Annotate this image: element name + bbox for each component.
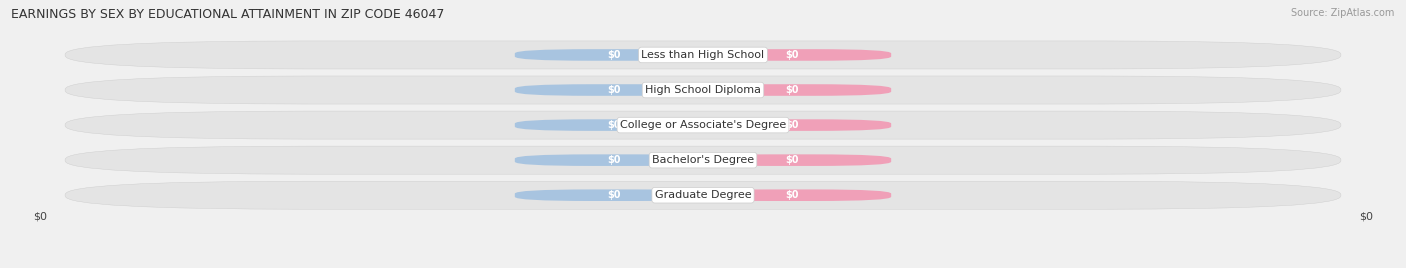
Text: $0: $0 (607, 155, 620, 165)
Text: $0: $0 (786, 190, 799, 200)
Text: $0: $0 (607, 120, 620, 130)
FancyBboxPatch shape (65, 181, 1341, 209)
Text: Graduate Degree: Graduate Degree (655, 190, 751, 200)
FancyBboxPatch shape (65, 76, 1341, 104)
Text: $0: $0 (607, 190, 620, 200)
FancyBboxPatch shape (693, 189, 891, 201)
Text: $0: $0 (786, 120, 799, 130)
FancyBboxPatch shape (65, 111, 1341, 139)
Text: Source: ZipAtlas.com: Source: ZipAtlas.com (1291, 8, 1395, 18)
Text: $0: $0 (786, 50, 799, 60)
FancyBboxPatch shape (693, 84, 891, 96)
FancyBboxPatch shape (515, 119, 713, 131)
Text: College or Associate's Degree: College or Associate's Degree (620, 120, 786, 130)
Text: $0: $0 (607, 50, 620, 60)
FancyBboxPatch shape (515, 49, 713, 61)
Text: EARNINGS BY SEX BY EDUCATIONAL ATTAINMENT IN ZIP CODE 46047: EARNINGS BY SEX BY EDUCATIONAL ATTAINMEN… (11, 8, 444, 21)
FancyBboxPatch shape (693, 49, 891, 61)
FancyBboxPatch shape (65, 41, 1341, 69)
Text: High School Diploma: High School Diploma (645, 85, 761, 95)
Text: $0: $0 (786, 85, 799, 95)
FancyBboxPatch shape (515, 154, 713, 166)
Text: Bachelor's Degree: Bachelor's Degree (652, 155, 754, 165)
Text: $0: $0 (607, 85, 620, 95)
FancyBboxPatch shape (693, 154, 891, 166)
Text: $0: $0 (34, 212, 48, 222)
Text: $0: $0 (1358, 212, 1372, 222)
Text: Less than High School: Less than High School (641, 50, 765, 60)
FancyBboxPatch shape (515, 189, 713, 201)
FancyBboxPatch shape (515, 84, 713, 96)
FancyBboxPatch shape (693, 119, 891, 131)
Text: $0: $0 (786, 155, 799, 165)
FancyBboxPatch shape (65, 146, 1341, 174)
